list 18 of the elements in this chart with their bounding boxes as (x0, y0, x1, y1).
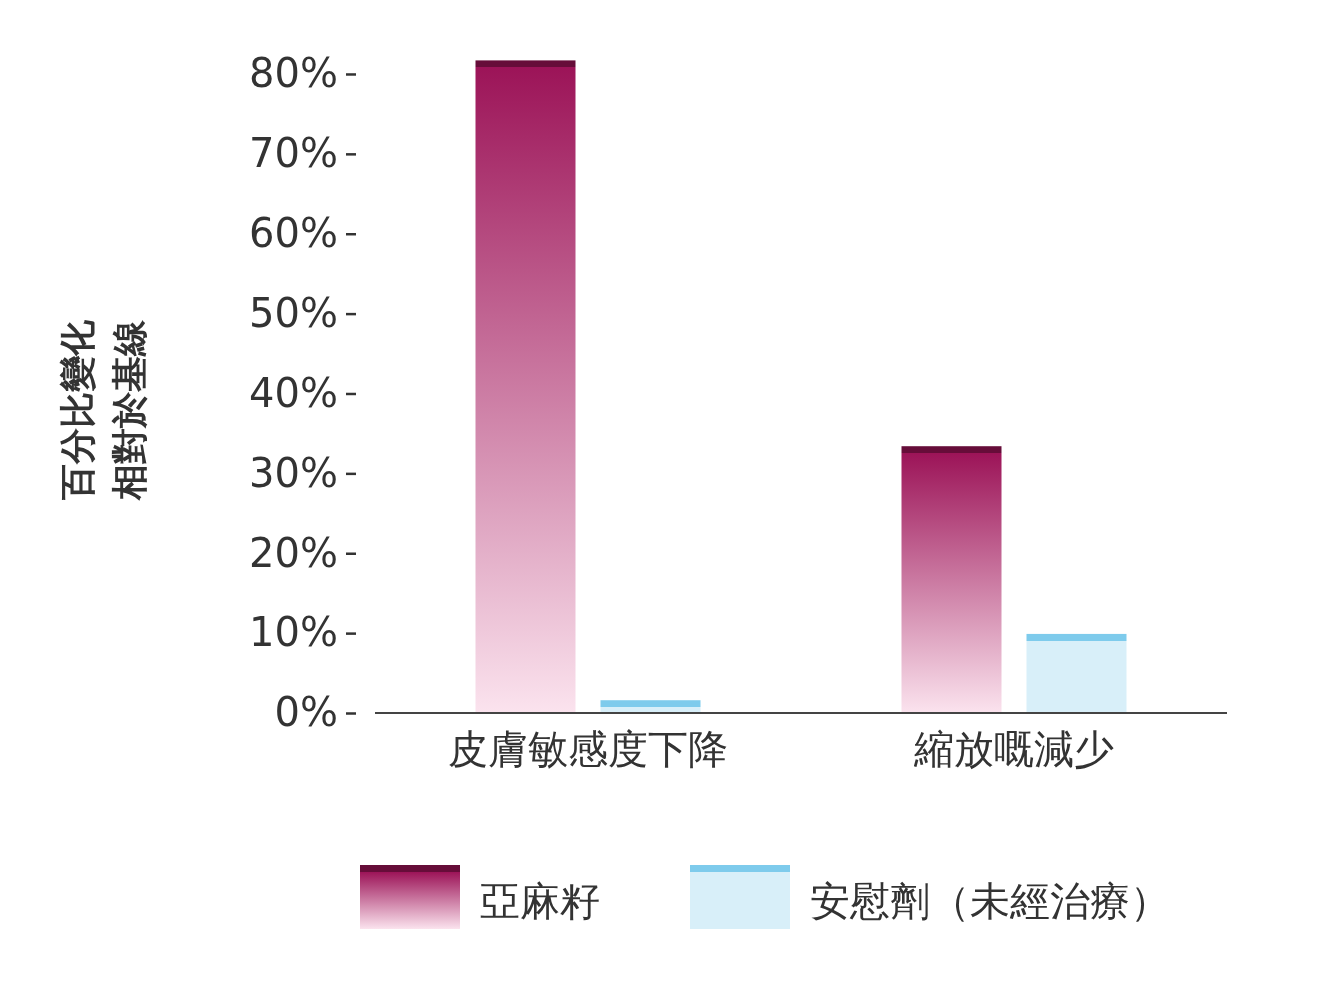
y-tick-label: 0% (274, 689, 338, 736)
y-tick-label: 20% (249, 529, 338, 576)
y-tick-label: 10% (249, 609, 338, 656)
y-tick-label: 80% (249, 50, 338, 97)
y-axis-title: 百分比變化相對於基線 (57, 319, 150, 501)
bar (1026, 633, 1127, 713)
bar (901, 446, 1002, 713)
y-tick-label: 60% (249, 210, 338, 257)
x-tick-label: 縮放嘅減少 (913, 726, 1114, 772)
bar (475, 60, 576, 713)
y-tick-label: 40% (249, 369, 338, 416)
legend-label: 亞麻籽 (480, 878, 600, 924)
x-tick-label: 皮膚敏感度下降 (448, 726, 728, 772)
y-tick-label: 70% (249, 130, 338, 177)
y-tick-label: 30% (249, 449, 338, 496)
bar (600, 700, 701, 713)
y-tick-label: 50% (249, 289, 338, 336)
legend-label: 安慰劑（未經治療） (810, 878, 1170, 924)
